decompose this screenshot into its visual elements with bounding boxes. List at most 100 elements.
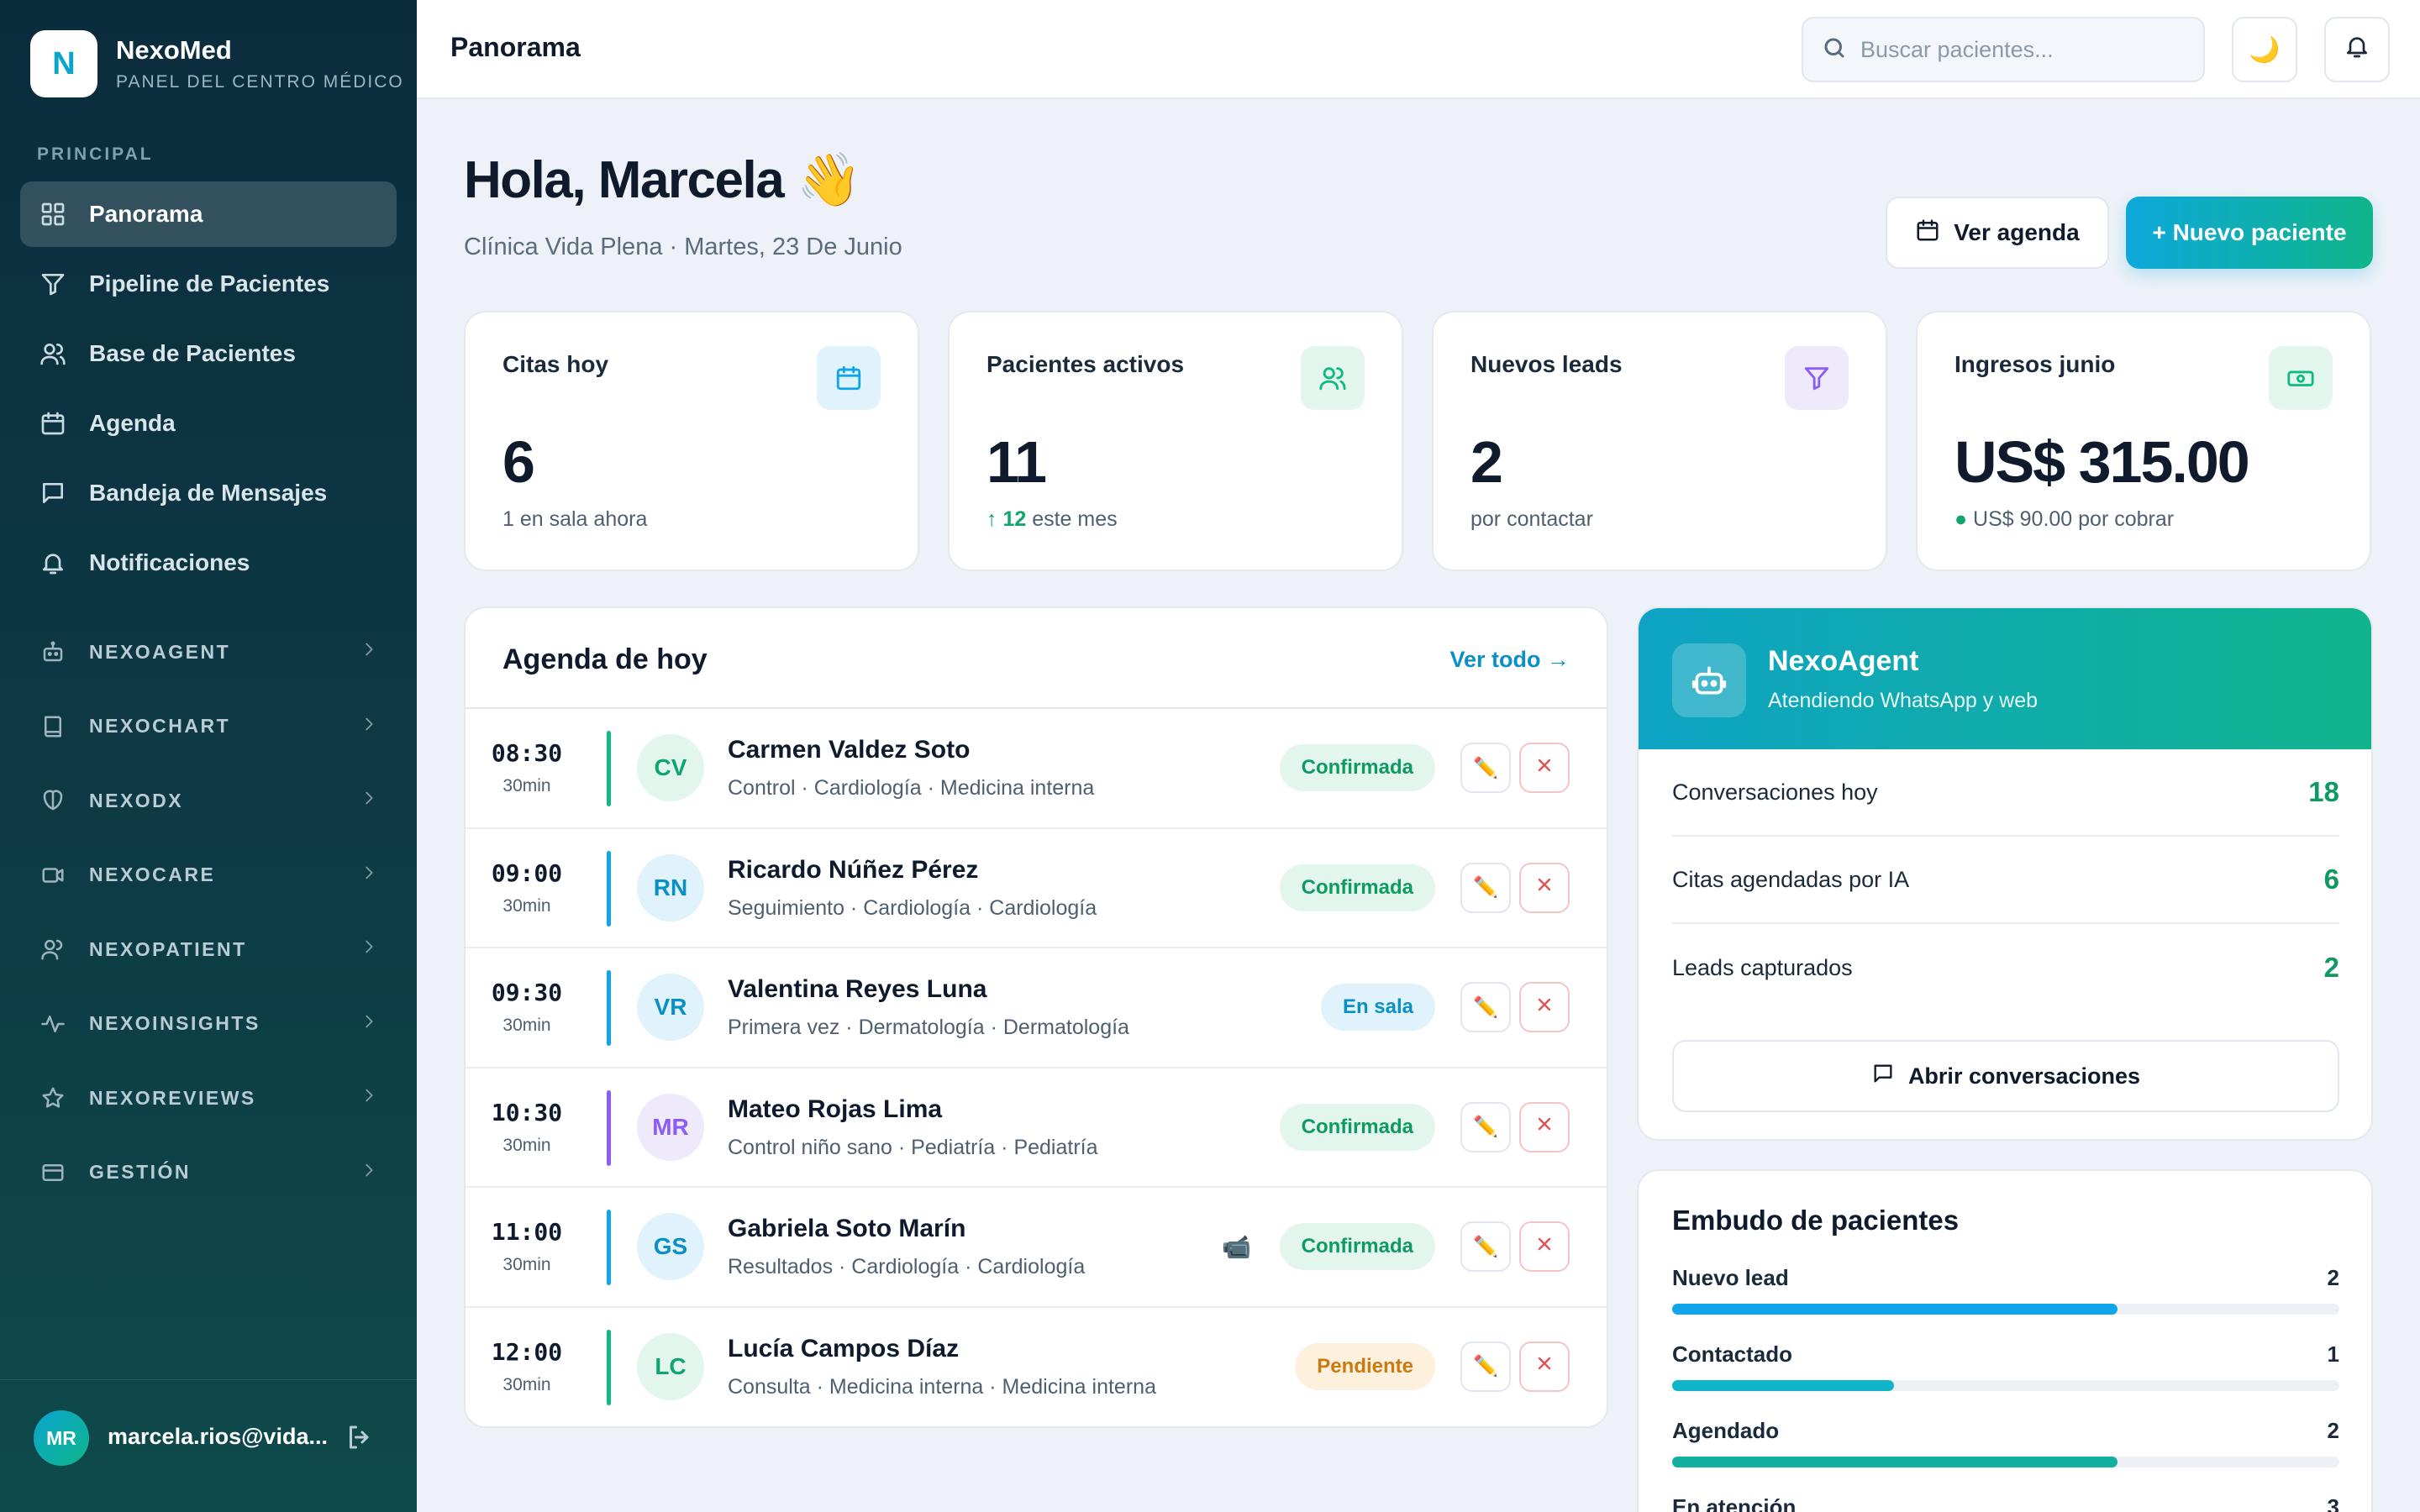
nexoagent-title: NexoAgent	[1768, 645, 1919, 677]
agent-stat-label: Conversaciones hoy	[1672, 779, 1878, 805]
edit-appointment-button[interactable]: ✏️	[1460, 1101, 1511, 1152]
pencil-icon: ✏️	[1473, 1116, 1498, 1138]
sidebar-module-nexochart[interactable]: NEXOCHART	[20, 690, 397, 764]
avatar: RN	[637, 853, 704, 921]
cancel-appointment-button[interactable]	[1519, 1101, 1570, 1152]
chevron-right-icon	[360, 1161, 378, 1184]
cancel-appointment-button[interactable]	[1519, 982, 1570, 1032]
edit-appointment-button[interactable]: ✏️	[1460, 1221, 1511, 1272]
stat-label: Ingresos junio	[1954, 351, 2116, 377]
robot-icon	[1672, 643, 1746, 717]
funnel-progress-fill	[1672, 1457, 2118, 1467]
appointment-row[interactable]: 08:30 30min CV Carmen Valdez Soto Control · …	[466, 709, 1607, 829]
sidebar-module-gestion[interactable]: GESTIÓN	[20, 1136, 397, 1210]
appointment-row[interactable]: 09:30 30min VR Valentina Reyes Luna Primera …	[466, 948, 1607, 1068]
logout-icon[interactable]	[345, 1422, 375, 1457]
calendar-icon	[39, 409, 67, 438]
stat-note: 1 en sala ahora	[502, 507, 648, 531]
stat-card-leads[interactable]: Nuevos leads 2 por contactar	[1432, 311, 1887, 571]
cancel-appointment-button[interactable]	[1519, 862, 1570, 913]
notifications-button[interactable]	[2324, 17, 2390, 82]
sidebar-item-pipeline[interactable]: Pipeline de Pacientes	[20, 251, 397, 317]
appointment-color-bar	[607, 1210, 611, 1285]
agent-stat-label: Leads capturados	[1672, 954, 1853, 980]
sidebar-item-base-pacientes[interactable]: Base de Pacientes	[20, 321, 397, 386]
funnel-stage-value: 1	[2327, 1341, 2339, 1367]
stat-card-pacientes[interactable]: Pacientes activos 11 ↑ 12 este mes	[948, 311, 1403, 571]
sidebar-item-panorama[interactable]: Panorama	[20, 181, 397, 247]
sidebar-item-notificaciones[interactable]: Notificaciones	[20, 530, 397, 596]
brand[interactable]: N NexoMed PANEL DEL CENTRO MÉDICO	[30, 30, 404, 97]
filter-icon	[39, 270, 67, 298]
appointment-duration: 30min	[502, 1016, 551, 1035]
see-all-link[interactable]: Ver todo →	[1449, 647, 1570, 672]
open-conversations-button[interactable]: Abrir conversaciones	[1672, 1040, 2339, 1112]
calendar-icon	[1915, 218, 1954, 249]
users-icon	[1301, 346, 1365, 410]
status-badge: Confirmada	[1279, 1223, 1435, 1270]
sidebar-module-nexocare[interactable]: NEXOCARE	[20, 838, 397, 913]
view-agenda-button[interactable]: Ver agenda	[1886, 197, 2109, 269]
chevron-right-icon	[360, 937, 378, 961]
sidebar-item-bandeja[interactable]: Bandeja de Mensajes	[20, 460, 397, 526]
funnel-progress-track	[1672, 1304, 2339, 1315]
appointment-detail: Seguimiento · Cardiología · Cardiología	[728, 895, 1097, 920]
open-conversations-label: Abrir conversaciones	[1907, 1063, 2141, 1089]
patient-name[interactable]: Carmen Valdez Soto	[728, 736, 971, 764]
patient-name[interactable]: Gabriela Soto Marín	[728, 1215, 966, 1242]
stat-note: por contactar	[1470, 507, 1593, 531]
edit-appointment-button[interactable]: ✏️	[1460, 743, 1511, 793]
avatar[interactable]: MR	[34, 1410, 89, 1466]
star-icon	[39, 1084, 67, 1112]
cancel-appointment-button[interactable]	[1519, 1341, 1570, 1392]
section-label-principal: PRINCIPAL	[37, 144, 154, 164]
agent-stat-row: Leads capturados 2	[1672, 924, 2339, 1011]
patient-name[interactable]: Lucía Campos Díaz	[728, 1334, 960, 1362]
edit-appointment-button[interactable]: ✏️	[1460, 982, 1511, 1032]
cancel-appointment-button[interactable]	[1519, 1221, 1570, 1272]
sidebar-item-agenda[interactable]: Agenda	[20, 391, 397, 456]
view-agenda-label: Ver agenda	[1954, 219, 2080, 245]
nexoagent-card: NexoAgent Atendiendo WhatsApp y web Conv…	[1637, 606, 2373, 1141]
cancel-appointment-button[interactable]	[1519, 743, 1570, 793]
new-patient-button[interactable]: + Nuevo paciente	[2126, 197, 2373, 269]
avatar: LC	[637, 1332, 704, 1400]
sidebar-module-nexodx[interactable]: NEXODX	[20, 764, 397, 838]
theme-toggle-button[interactable]: 🌙	[2232, 17, 2297, 82]
appointment-row[interactable]: 09:00 30min RN Ricardo Núñez Pérez Seguimien…	[466, 829, 1607, 948]
sidebar: N NexoMed PANEL DEL CENTRO MÉDICO PRINCI…	[0, 0, 417, 1512]
funnel-progress-track	[1672, 1457, 2339, 1467]
money-icon	[2269, 346, 2333, 410]
sidebar-item-label: Base de Pacientes	[89, 340, 296, 366]
pencil-icon: ✏️	[1473, 1235, 1498, 1258]
close-icon	[1534, 1353, 1555, 1379]
search-input[interactable]	[1860, 36, 2180, 63]
module-label: NEXOCHART	[89, 715, 231, 738]
patient-name[interactable]: Mateo Rojas Lima	[728, 1095, 943, 1123]
sidebar-module-nexoreviews[interactable]: NEXOREVIEWS	[20, 1061, 397, 1136]
sidebar-module-nexopatient[interactable]: NEXOPATIENT	[20, 912, 397, 987]
agenda-list: 08:30 30min CV Carmen Valdez Soto Control · …	[466, 709, 1607, 1427]
stat-card-ingresos[interactable]: Ingresos junio US$ 315.00 ● US$ 90.00 po…	[1916, 311, 2371, 571]
brand-logo: N	[30, 30, 97, 97]
appointment-row[interactable]: 11:00 30min GS Gabriela Soto Marín Resultado…	[466, 1188, 1607, 1308]
edit-appointment-button[interactable]: ✏️	[1460, 862, 1511, 913]
stat-label: Citas hoy	[502, 351, 609, 377]
search-box[interactable]	[1802, 17, 2205, 82]
patient-name[interactable]: Ricardo Núñez Pérez	[728, 855, 979, 884]
appointment-row[interactable]: 12:00 30min LC Lucía Campos Díaz Consulta · …	[466, 1308, 1607, 1427]
patient-name[interactable]: Valentina Reyes Luna	[728, 975, 987, 1003]
avatar: VR	[637, 974, 704, 1041]
appointment-duration: 30min	[502, 1255, 551, 1274]
sidebar-item-label: Notificaciones	[89, 549, 250, 575]
sidebar-module-nexoagent[interactable]: NEXOAGENT	[20, 615, 397, 690]
stat-card-citas[interactable]: Citas hoy 6 1 en sala ahora	[464, 311, 919, 571]
nexoagent-header: NexoAgent Atendiendo WhatsApp y web	[1639, 608, 2371, 749]
appointment-row[interactable]: 10:30 30min MR Mateo Rojas Lima Control niño…	[466, 1068, 1607, 1188]
brand-name: NexoMed	[116, 35, 232, 65]
edit-appointment-button[interactable]: ✏️	[1460, 1341, 1511, 1392]
status-dot: ●	[1954, 507, 1968, 531]
appointment-duration: 30min	[502, 895, 551, 916]
stat-value: 2	[1470, 429, 1503, 495]
sidebar-module-nexoinsights[interactable]: NEXOINSIGHTS	[20, 987, 397, 1062]
